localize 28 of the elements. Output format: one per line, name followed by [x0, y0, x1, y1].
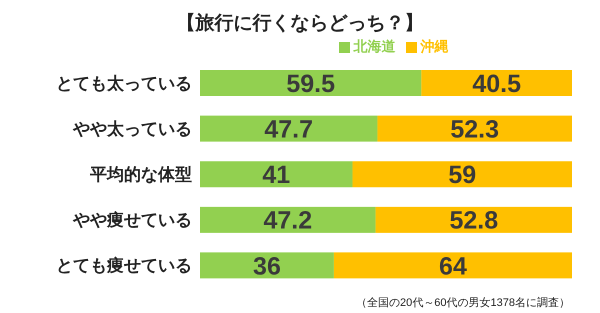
data-label: 52.8 [449, 206, 498, 235]
bar [352, 161, 572, 188]
y-tick-label: 平均的な体型 [89, 165, 192, 184]
chart-title: 【旅行に行くならどっち？】 [176, 12, 424, 36]
data-label: 47.2 [263, 206, 312, 235]
text: （全国の20代～60代の男女1378名に調査） [356, 296, 570, 310]
bar [334, 252, 572, 278]
data-label: 64 [439, 252, 467, 280]
bar [200, 252, 334, 278]
legend-label: 沖縄 [420, 38, 448, 54]
data-label: 41 [262, 161, 290, 190]
y-tick-label: とても太っている [56, 74, 192, 93]
data-label: 40.5 [472, 70, 522, 98]
legend-label: 北海道 [354, 38, 396, 54]
bar [376, 206, 572, 233]
bar [200, 161, 353, 188]
data-label: 52.3 [450, 116, 500, 144]
y-tick-label: やや痩せている [72, 210, 192, 230]
data-label: 59.5 [286, 70, 336, 98]
bar [200, 206, 376, 233]
bar [377, 116, 572, 142]
data-label: 47.7 [264, 116, 314, 144]
data-label: 59 [448, 161, 476, 190]
y-tick-label: やや太っている [72, 119, 192, 138]
data-label: 36 [253, 252, 281, 280]
bar [200, 70, 422, 96]
y-tick-label: とても痩せている [56, 256, 192, 276]
bar [200, 116, 378, 142]
